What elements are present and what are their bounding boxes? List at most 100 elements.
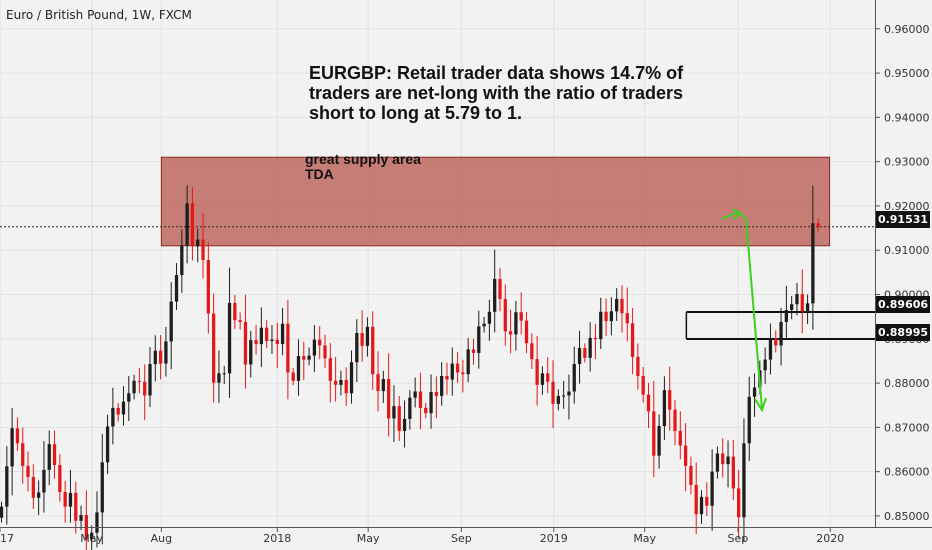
- candle-body[interactable]: [583, 348, 587, 358]
- candle-body[interactable]: [774, 338, 778, 346]
- candle-body[interactable]: [360, 333, 364, 346]
- candle-body[interactable]: [434, 391, 439, 396]
- candle-body[interactable]: [440, 375, 444, 396]
- candle-body[interactable]: [105, 426, 110, 463]
- candle-body[interactable]: [455, 363, 460, 373]
- candle-body[interactable]: [339, 379, 343, 385]
- candle-body[interactable]: [784, 310, 789, 322]
- candle-body[interactable]: [201, 239, 205, 260]
- candle-body[interactable]: [90, 532, 94, 540]
- candle-body[interactable]: [721, 453, 725, 465]
- candle-body[interactable]: [174, 275, 179, 302]
- candle-body[interactable]: [599, 311, 603, 340]
- candle-body[interactable]: [15, 428, 20, 444]
- candle-body[interactable]: [652, 411, 656, 456]
- candle-body[interactable]: [116, 407, 120, 415]
- candle-body[interactable]: [466, 349, 470, 375]
- candle-body[interactable]: [477, 326, 481, 353]
- candle-body[interactable]: [800, 294, 804, 312]
- candle-body[interactable]: [487, 311, 492, 324]
- candle-body[interactable]: [63, 492, 67, 507]
- candle-body[interactable]: [312, 339, 317, 356]
- candle-body[interactable]: [561, 395, 566, 397]
- candle-body[interactable]: [567, 391, 571, 396]
- candle-body[interactable]: [349, 362, 354, 394]
- candle-body[interactable]: [668, 390, 672, 410]
- candle-body[interactable]: [699, 496, 704, 515]
- candle-body[interactable]: [424, 407, 428, 414]
- candle-body[interactable]: [498, 279, 502, 299]
- candle-body[interactable]: [238, 320, 242, 322]
- candle-body[interactable]: [546, 373, 550, 382]
- candle-body[interactable]: [657, 426, 661, 456]
- candle-body[interactable]: [323, 345, 327, 359]
- candle-body[interactable]: [333, 380, 338, 385]
- candle-body[interactable]: [227, 302, 232, 374]
- candle-body[interactable]: [630, 323, 635, 357]
- candle-body[interactable]: [5, 466, 9, 507]
- candle-body[interactable]: [519, 312, 523, 321]
- candle-body[interactable]: [493, 279, 497, 312]
- candle-body[interactable]: [636, 356, 640, 376]
- candle-body[interactable]: [328, 358, 332, 381]
- candle-body[interactable]: [31, 476, 35, 498]
- candle-body[interactable]: [811, 223, 815, 304]
- candle-body[interactable]: [413, 391, 417, 398]
- candle-body[interactable]: [259, 327, 264, 345]
- candle-body[interactable]: [689, 465, 693, 485]
- candle-body[interactable]: [763, 359, 767, 371]
- candle-body[interactable]: [36, 492, 41, 498]
- candle-body[interactable]: [736, 488, 741, 518]
- candle-body[interactable]: [731, 456, 735, 489]
- candle-body[interactable]: [190, 203, 195, 247]
- candle-body[interactable]: [270, 339, 274, 341]
- candle-body[interactable]: [52, 444, 57, 465]
- candle-body[interactable]: [121, 401, 126, 415]
- candle-body[interactable]: [254, 340, 258, 345]
- candle-body[interactable]: [296, 356, 301, 381]
- candle-body[interactable]: [508, 331, 513, 335]
- candle-body[interactable]: [111, 407, 115, 427]
- candle-body[interactable]: [275, 339, 279, 345]
- candle-body[interactable]: [206, 259, 210, 314]
- candle-body[interactable]: [429, 391, 433, 414]
- candle-body[interactable]: [180, 245, 184, 276]
- candle-body[interactable]: [577, 348, 582, 365]
- candle-body[interactable]: [148, 364, 152, 396]
- candle-body[interactable]: [673, 409, 677, 431]
- candle-body[interactable]: [530, 343, 534, 360]
- candle-body[interactable]: [211, 313, 216, 383]
- candle-body[interactable]: [132, 380, 136, 394]
- candle-body[interactable]: [662, 390, 667, 427]
- candle-body[interactable]: [646, 394, 651, 412]
- candle-body[interactable]: [217, 373, 221, 383]
- candle-body[interactable]: [137, 380, 142, 382]
- candle-body[interactable]: [21, 443, 25, 466]
- candle-body[interactable]: [556, 395, 560, 404]
- candle-body[interactable]: [10, 428, 14, 467]
- candle-body[interactable]: [0, 506, 4, 518]
- candle-body[interactable]: [365, 326, 370, 346]
- candle-body[interactable]: [588, 337, 592, 358]
- candle-body[interactable]: [747, 396, 751, 444]
- candle-body[interactable]: [790, 304, 794, 310]
- candle-body[interactable]: [609, 311, 614, 322]
- candle-body[interactable]: [127, 393, 131, 402]
- candle-body[interactable]: [482, 323, 486, 327]
- candle-body[interactable]: [795, 294, 799, 305]
- candle-body[interactable]: [47, 444, 51, 470]
- candle-body[interactable]: [535, 359, 539, 385]
- candle-body[interactable]: [302, 356, 306, 360]
- candle-body[interactable]: [397, 406, 401, 431]
- candle-body[interactable]: [710, 471, 714, 506]
- candle-body[interactable]: [524, 320, 529, 344]
- candle-body[interactable]: [42, 469, 46, 493]
- candle-body[interactable]: [694, 484, 698, 515]
- candle-body[interactable]: [243, 321, 248, 365]
- candle-body[interactable]: [291, 372, 295, 381]
- candle-body[interactable]: [58, 465, 62, 493]
- candle-body[interactable]: [683, 445, 688, 466]
- candle-body[interactable]: [371, 326, 375, 375]
- candle-body[interactable]: [450, 363, 454, 380]
